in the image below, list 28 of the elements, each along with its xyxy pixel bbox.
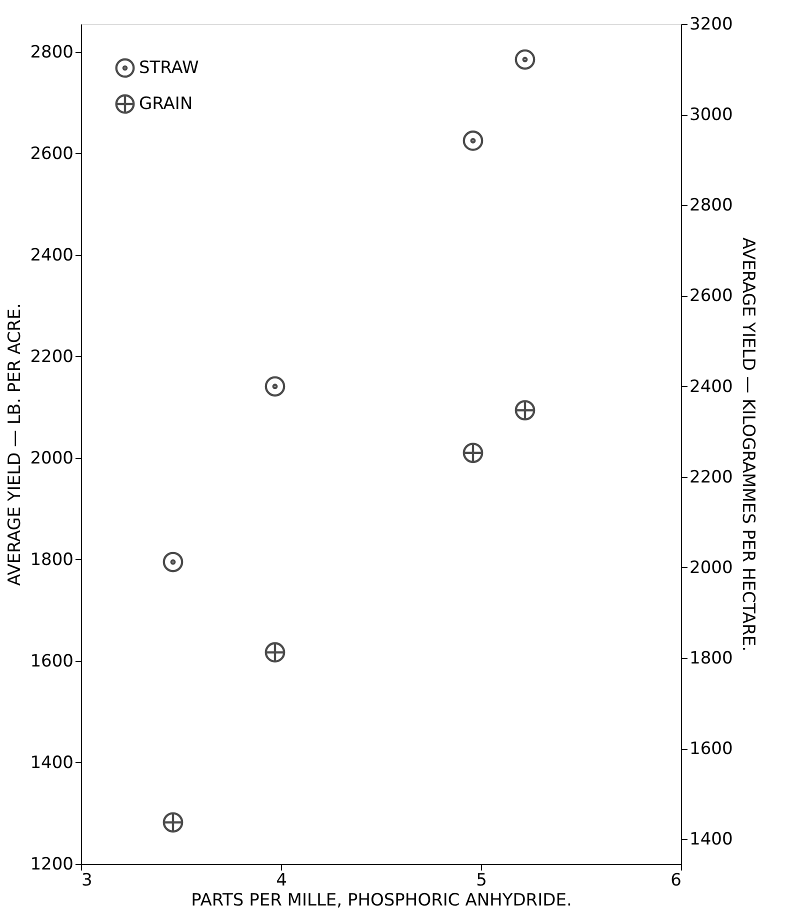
y-tick-label: 2400 — [30, 245, 74, 266]
y2-tick-label: 2400 — [690, 376, 733, 397]
legend-label: STRAW — [139, 58, 199, 78]
y-tick-label: 1400 — [30, 752, 74, 773]
x-tick-label: 5 — [476, 870, 487, 890]
y-tick-label: 2000 — [30, 448, 74, 468]
y2-tick-label: 1600 — [690, 739, 733, 760]
y-tick-label: 2200 — [30, 346, 74, 367]
y-tick-label: 2800 — [30, 42, 74, 62]
y2-tick-label: 1400 — [690, 830, 733, 850]
legend-label: GRAIN — [139, 94, 193, 114]
y2-tick-label: 2600 — [690, 286, 733, 306]
x-tick-label: 4 — [276, 870, 287, 890]
y2-tick-label: 3000 — [690, 105, 733, 126]
y-tick-label: 1600 — [30, 651, 74, 672]
y2-axis-title: AVERAGE YIELD — KILOGRAMMES PER HECTARE. — [738, 237, 758, 652]
y2-tick-label: 1800 — [690, 648, 733, 668]
y2-tick-label: 3200 — [690, 14, 733, 34]
x-axis-title: PARTS PER MILLE, PHOSPHORIC ANHYDRIDE. — [191, 890, 572, 910]
x-tick-label: 6 — [670, 870, 682, 890]
y2-tick-label: 2200 — [690, 467, 733, 488]
y-tick-label: 1200 — [30, 854, 74, 874]
y2-tick-label: 2000 — [690, 558, 733, 578]
y2-tick-label: 2800 — [690, 196, 733, 216]
y-tick-label: 2600 — [30, 144, 74, 164]
x-tick-label: 3 — [82, 870, 92, 890]
y-axis-title: AVERAGE YIELD — LB. PER ACRE. — [5, 303, 26, 586]
y-tick-label: 1800 — [30, 550, 74, 570]
